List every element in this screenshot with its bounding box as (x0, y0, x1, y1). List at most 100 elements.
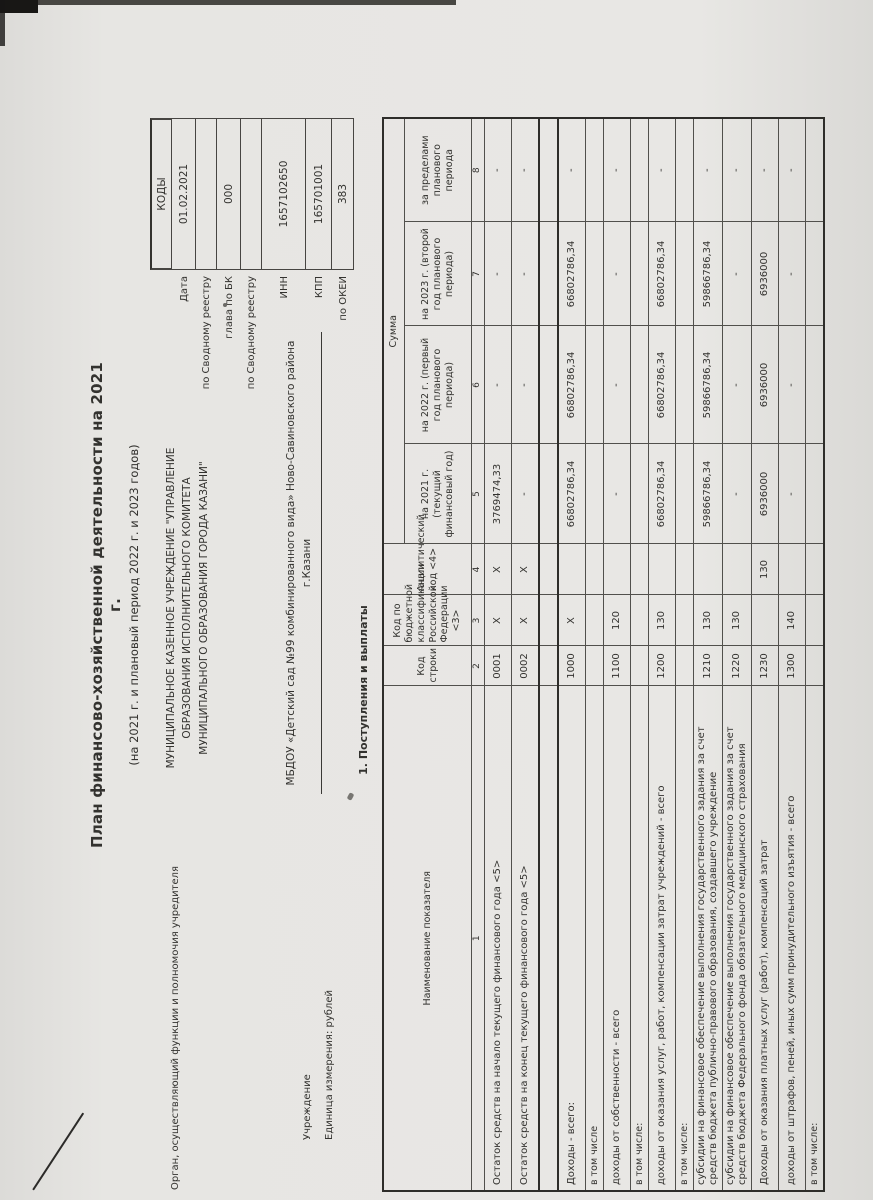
pf-table-body: Остаток средств на начало текущего финан… (484, 117, 824, 1191)
cell-analytic (630, 544, 649, 595)
cell-analytic (778, 544, 806, 595)
cell-kbk: 130 (722, 595, 752, 646)
table-row: доходы от оказания услуг, работ, компенс… (648, 117, 676, 1191)
cell-name: доходы от оказания услуг, работ, компенс… (648, 686, 676, 1191)
cell-y2021: 6936000 (751, 444, 779, 544)
cell-y2022 (630, 326, 649, 444)
cell-name: субсидии на финансовое обеспечение выпол… (722, 686, 752, 1191)
cell-kbk: X (511, 595, 539, 646)
codes-row: по Сводному реестру (196, 116, 217, 398)
cell-y2022: - (722, 326, 752, 444)
table-row: в том числе: (805, 117, 824, 1191)
cell-y2023: 66802786,34 (648, 222, 676, 326)
cell-analytic (648, 544, 676, 595)
codes-row: Дата 01.02.2021 (172, 116, 196, 398)
cell-y2022 (539, 326, 558, 444)
cell-kbk: 120 (603, 595, 631, 646)
cell-analytic (539, 544, 558, 595)
cell-y2023 (585, 222, 604, 326)
cell-kbk (751, 595, 779, 646)
header-beyond: за пределами планового периода (404, 117, 472, 222)
codes-row: по ОКЕИ 383 (332, 116, 354, 398)
page-title: План финансово-хозяйственной деятельност… (88, 361, 124, 849)
cell-name (539, 686, 558, 1191)
cell-beyond: - (693, 117, 723, 222)
cell-code: 1100 (603, 646, 631, 686)
cell-y2021: - (722, 444, 752, 544)
cell-code: 1000 (558, 646, 586, 686)
cell-beyond: - (722, 117, 752, 222)
codes-row: по Сводному реестру (241, 116, 262, 398)
cell-beyond (585, 117, 604, 222)
unit-label: Единица измерения: рублей (324, 990, 335, 1140)
table-row: в том числе: (630, 117, 649, 1191)
table-row: Остаток средств на начало текущего финан… (484, 117, 512, 1191)
cell-analytic (693, 544, 723, 595)
codes-row-value: 000 (217, 118, 241, 270)
cell-y2023: - (603, 222, 631, 326)
cell-y2023 (675, 222, 694, 326)
cell-beyond (675, 117, 694, 222)
table-row: Остаток средств на конец текущего финанс… (511, 117, 539, 1191)
codes-row-label: по Сводному реестру (201, 276, 212, 390)
cell-name: субсидии на финансовое обеспечение выпол… (693, 686, 723, 1191)
cell-name: в том числе: (805, 686, 824, 1191)
cell-beyond (539, 117, 558, 222)
cell-code: 0001 (484, 646, 512, 686)
cell-y2023: - (722, 222, 752, 326)
codes-row-value: 1657102650 (262, 118, 306, 270)
table-row: субсидии на финансовое обеспечение выпол… (722, 117, 752, 1191)
header-budget-code: Код по бюджетной классификации Российско… (383, 564, 472, 646)
cell-analytic (558, 544, 586, 595)
codes-header-spacer (150, 270, 172, 398)
codes-rows: Дата 01.02.2021 по Сводному реестру глава п… (172, 116, 354, 398)
cell-y2021: 66802786,34 (558, 444, 586, 544)
table-row: Доходы - всего: 1000 X 66802786,34 66802786,… (558, 117, 586, 1191)
institution-value: МБДОУ «Детский сад №99 комбинированного … (284, 332, 322, 794)
cell-kbk (675, 595, 694, 646)
cell-analytic (675, 544, 694, 595)
cell-kbk (805, 595, 824, 646)
col-number: 5 (471, 444, 485, 544)
cell-y2021: 59866786,34 (693, 444, 723, 544)
cell-code (539, 646, 558, 686)
cell-y2021: - (603, 444, 631, 544)
cell-code: 0002 (511, 646, 539, 686)
cell-y2023 (805, 222, 824, 326)
table-row: доходы от штрафов, пеней, иных сумм прин… (778, 117, 806, 1191)
cell-beyond: - (558, 117, 586, 222)
table-row (539, 117, 558, 1191)
table-row: Доходы от оказания платных услуг (работ)… (751, 117, 779, 1191)
cell-kbk (539, 595, 558, 646)
codes-row-label: по ОКЕИ (337, 276, 349, 321)
cell-code (805, 646, 824, 686)
cell-analytic (805, 544, 824, 595)
cell-kbk: X (558, 595, 586, 646)
cell-code (585, 646, 604, 686)
organ-value: МУНИЦИПАЛЬНОЕ КАЗЕННОЕ УЧРЕЖДЕНИЕ "УПРАВ… (163, 388, 212, 828)
cell-code: 1210 (693, 646, 723, 686)
codes-box: КОДЫ Дата 01.02.2021 по Сводному реестру гл… (150, 116, 354, 398)
cell-code (630, 646, 649, 686)
cell-y2023: - (484, 222, 512, 326)
cell-analytic (585, 544, 604, 595)
column-numbering-row: 1 2 3 4 5 6 7 8 (471, 117, 485, 1191)
codes-row-value: 165701001 (306, 118, 332, 270)
cell-analytic (603, 544, 631, 595)
cell-name: в том числе: (630, 686, 649, 1191)
cell-y2022: - (511, 326, 539, 444)
cell-analytic: 130 (751, 544, 779, 595)
cell-name: Остаток средств на начало текущего финан… (484, 686, 512, 1191)
table-header-row: Наименование показателя Код строки Код п… (383, 117, 472, 1191)
cell-name: в том числе: (675, 686, 694, 1191)
page-subtitle: (на 2021 г. и плановый период 2022 г. и … (127, 444, 141, 766)
cell-y2023 (630, 222, 649, 326)
cell-analytic (722, 544, 752, 595)
cell-y2022: 6936000 (751, 326, 779, 444)
cell-beyond: - (751, 117, 779, 222)
organ-label: Орган, осуществляющий функции и полномоч… (170, 865, 181, 1190)
table-row: доходы от собственности - всего 1100 120- -… (603, 117, 631, 1191)
codes-row-value (196, 118, 217, 270)
header-2023: на 2023 г. (второй год планового периода… (404, 222, 472, 326)
